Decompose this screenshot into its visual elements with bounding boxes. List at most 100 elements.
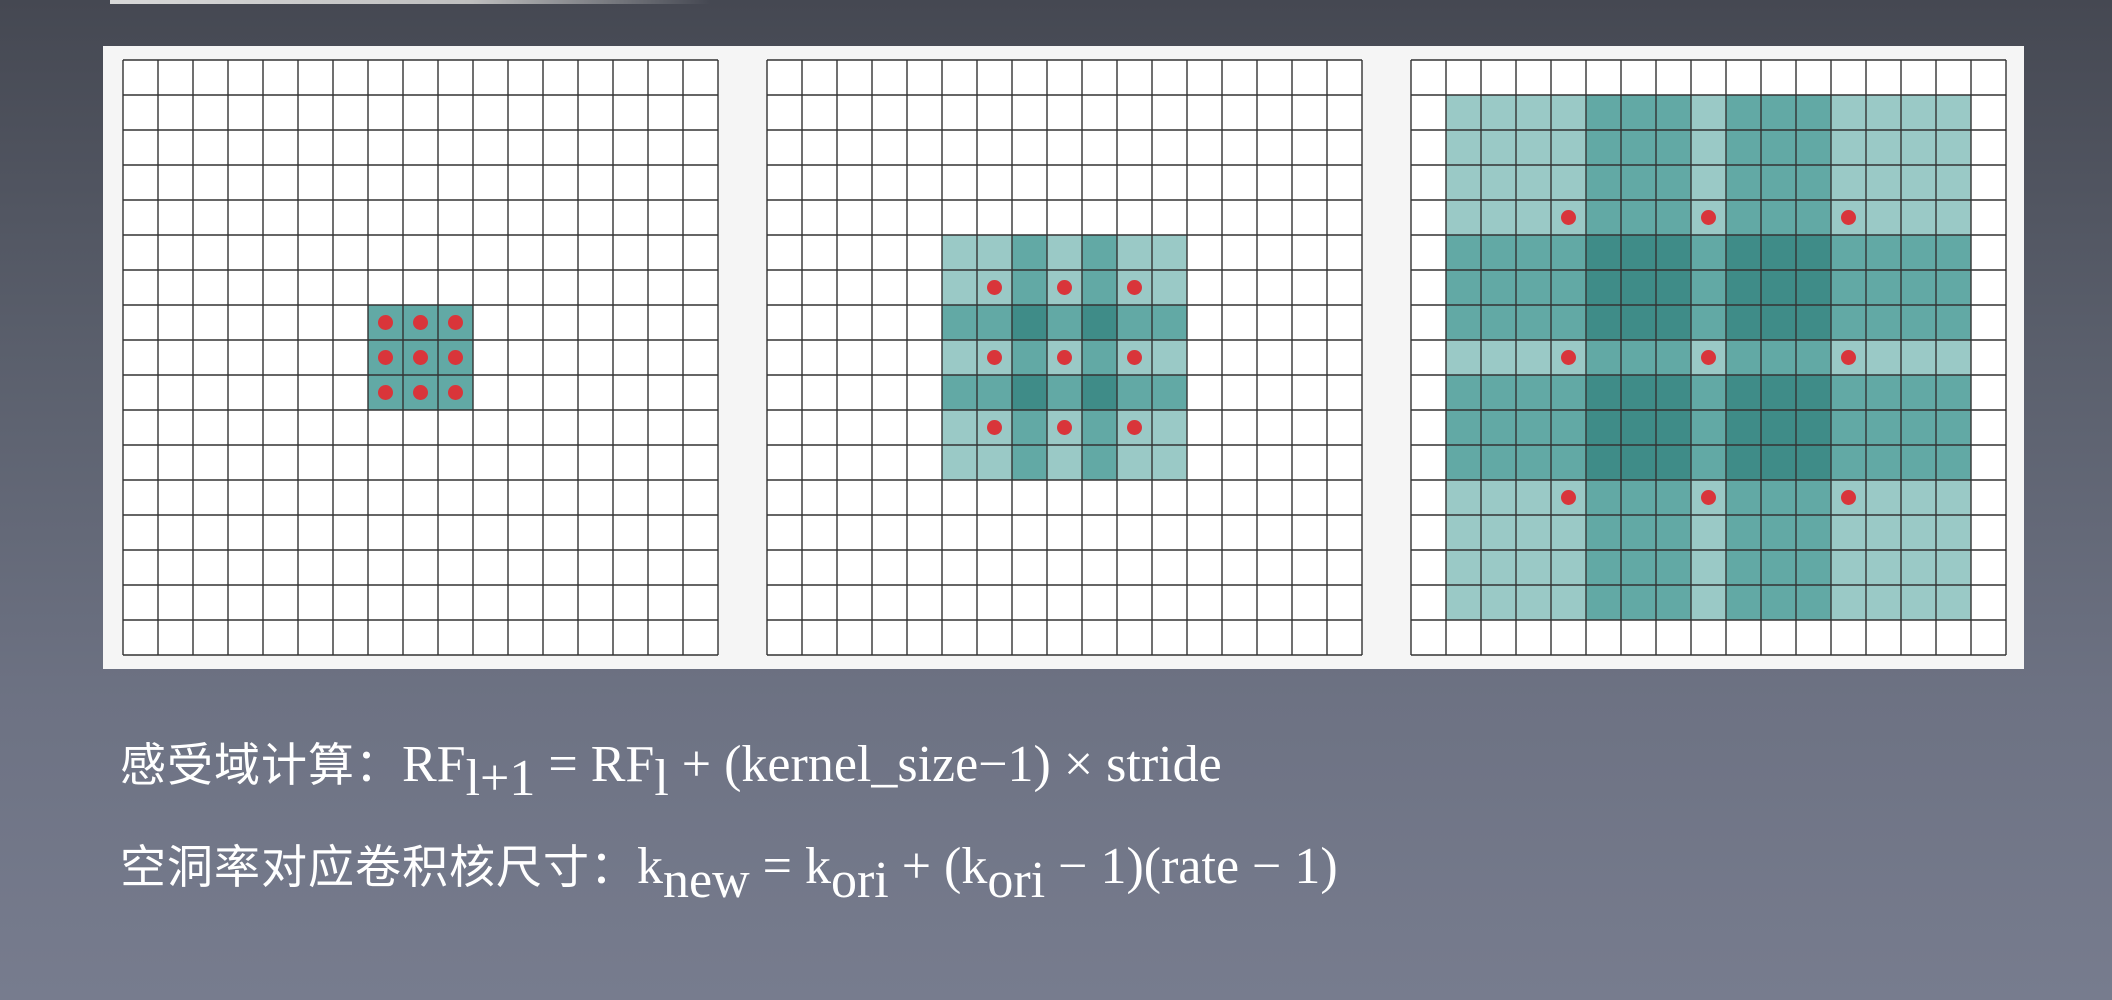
kernel-tap-dot xyxy=(1561,210,1576,225)
receptive-field-cell xyxy=(1866,410,1901,445)
receptive-field-cell xyxy=(1656,480,1691,515)
receptive-field-cell xyxy=(1621,480,1656,515)
receptive-field-cell xyxy=(1656,340,1691,375)
receptive-field-cell xyxy=(1516,515,1551,550)
receptive-field-cell xyxy=(1866,480,1901,515)
receptive-field-cell xyxy=(1516,95,1551,130)
receptive-field-cell xyxy=(1481,95,1516,130)
receptive-field-cell xyxy=(1866,375,1901,410)
rf-rhs-term: RF xyxy=(590,736,655,793)
receptive-field-cell xyxy=(1901,95,1936,130)
receptive-field-cell xyxy=(1866,585,1901,620)
receptive-field-cell xyxy=(1586,340,1621,375)
receptive-field-cell xyxy=(1516,585,1551,620)
kernel-tap-dot xyxy=(1057,280,1072,295)
kernel-tap-dot xyxy=(413,350,428,365)
kernel-tap-dot xyxy=(1127,420,1142,435)
receptive-field-cell xyxy=(1551,550,1586,585)
receptive-field-cell xyxy=(1551,515,1586,550)
receptive-field-cell xyxy=(1481,235,1516,270)
receptive-field-cell xyxy=(1481,585,1516,620)
receptive-field-cell xyxy=(1656,305,1691,340)
receptive-field-cell xyxy=(1586,165,1621,200)
k-new-subscript: new xyxy=(663,852,750,909)
receptive-field-cell xyxy=(1796,340,1831,375)
receptive-field-cell xyxy=(1901,270,1936,305)
receptive-field-cell xyxy=(1656,445,1691,480)
receptive-field-cell xyxy=(1866,165,1901,200)
receptive-field-cell xyxy=(1691,410,1726,445)
receptive-field-cell xyxy=(1446,585,1481,620)
receptive-field-cell xyxy=(1936,305,1971,340)
receptive-field-cell xyxy=(1481,200,1516,235)
kernel-tap-dot xyxy=(1841,210,1856,225)
receptive-field-cell xyxy=(1516,445,1551,480)
kernel-tap-dot xyxy=(1701,350,1716,365)
receptive-field-cell xyxy=(1691,95,1726,130)
receptive-field-cell xyxy=(1516,410,1551,445)
receptive-field-cell xyxy=(1831,410,1866,445)
receptive-field-cell xyxy=(977,235,1012,270)
receptive-field-cell xyxy=(1796,95,1831,130)
receptive-field-cell xyxy=(1901,550,1936,585)
receptive-field-cell xyxy=(1936,410,1971,445)
receptive-field-cell xyxy=(1691,375,1726,410)
grids-canvas xyxy=(122,59,2007,656)
receptive-field-cell xyxy=(1152,270,1187,305)
receptive-field-cell xyxy=(1691,305,1726,340)
receptive-field-cell xyxy=(1446,165,1481,200)
receptive-field-cell xyxy=(942,410,977,445)
receptive-field-cell xyxy=(1936,270,1971,305)
receptive-field-cell xyxy=(1691,235,1726,270)
receptive-field-cell xyxy=(1831,270,1866,305)
receptive-field-cell xyxy=(1621,95,1656,130)
receptive-field-cell xyxy=(1901,515,1936,550)
receptive-field-cell xyxy=(1796,585,1831,620)
receptive-field-cell xyxy=(1446,235,1481,270)
receptive-field-cell xyxy=(1796,375,1831,410)
receptive-field-cell xyxy=(1082,340,1117,375)
receptive-field-cell xyxy=(1796,270,1831,305)
receptive-field-cell xyxy=(1726,95,1761,130)
receptive-field-cell xyxy=(1551,235,1586,270)
kernel-tap-dot xyxy=(448,315,463,330)
kernel-tap-dot xyxy=(1127,280,1142,295)
receptive-field-cell xyxy=(1621,305,1656,340)
receptive-field-cell xyxy=(977,445,1012,480)
kernel-tap-dot xyxy=(1057,350,1072,365)
kernel-tap-dot xyxy=(448,385,463,400)
receptive-field-cell xyxy=(1586,445,1621,480)
receptive-field-cell xyxy=(1936,375,1971,410)
kernel-tap-dot xyxy=(1057,420,1072,435)
receptive-field-cell xyxy=(1936,445,1971,480)
rf-rhs-expression: + (kernel_size−1) × stride xyxy=(668,736,1222,793)
receptive-field-cell xyxy=(1082,235,1117,270)
rf-rhs-subscript: l xyxy=(654,750,669,807)
receptive-field-cell xyxy=(1901,340,1936,375)
receptive-field-cell xyxy=(1936,515,1971,550)
receptive-field-cell xyxy=(1936,340,1971,375)
receptive-field-cell xyxy=(1082,305,1117,340)
receptive-field-cell xyxy=(1551,130,1586,165)
receptive-field-cell xyxy=(1691,585,1726,620)
receptive-field-cell xyxy=(1586,200,1621,235)
rf-lhs-subscript: l+1 xyxy=(465,750,536,807)
dilated-kernel-label: 空洞率对应卷积核尺寸： xyxy=(120,840,637,894)
receptive-field-cell xyxy=(1586,235,1621,270)
receptive-field-cell xyxy=(1761,515,1796,550)
receptive-field-cell xyxy=(1656,95,1691,130)
receptive-field-cell xyxy=(1446,445,1481,480)
receptive-field-cell xyxy=(1047,375,1082,410)
receptive-field-cell xyxy=(1691,165,1726,200)
receptive-field-cell xyxy=(977,305,1012,340)
receptive-field-cell xyxy=(1656,585,1691,620)
receptive-field-cell xyxy=(1586,480,1621,515)
receptive-field-cell xyxy=(1726,480,1761,515)
receptive-field-cell xyxy=(1761,410,1796,445)
receptive-field-cell xyxy=(1551,165,1586,200)
receptive-field-cell xyxy=(1796,305,1831,340)
receptive-field-cell xyxy=(1586,410,1621,445)
receptive-field-cell xyxy=(1012,340,1047,375)
receptive-field-cell xyxy=(1481,410,1516,445)
receptive-field-cell xyxy=(1761,200,1796,235)
